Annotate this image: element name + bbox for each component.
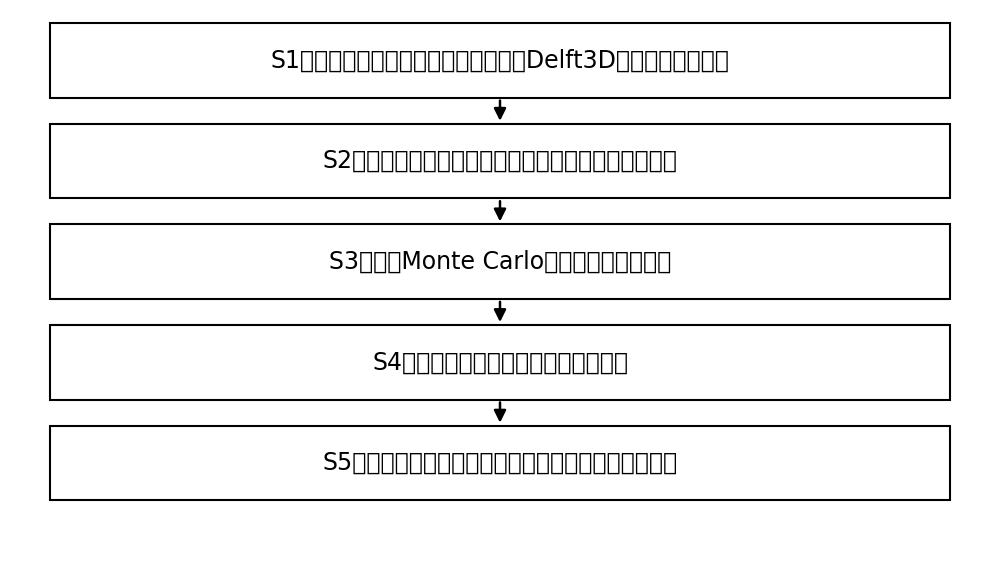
Text: S4：选取合适的台风场模型并进行验证: S4：选取合适的台风场模型并进行验证 bbox=[372, 350, 628, 374]
Bar bbox=[50, 224, 950, 299]
Text: S5：基于典型历史台风的风暴潮模拟并预测极端高水位: S5：基于典型历史台风的风暴潮模拟并预测极端高水位 bbox=[322, 451, 678, 475]
Bar bbox=[50, 124, 950, 198]
Text: S2：建立主要历史台风数据库，罗列风暴潮驱动要素集: S2：建立主要历史台风数据库，罗列风暴潮驱动要素集 bbox=[323, 149, 677, 173]
Bar bbox=[50, 325, 950, 400]
Text: S3：基于Monte Carlo重组风暴潮驱动要素: S3：基于Monte Carlo重组风暴潮驱动要素 bbox=[329, 250, 671, 274]
Text: S1：对区域内收集水文地形资料，建立Delft3D水动力模型并验证: S1：对区域内收集水文地形资料，建立Delft3D水动力模型并验证 bbox=[271, 48, 729, 72]
Bar bbox=[50, 23, 950, 98]
Bar bbox=[50, 426, 950, 500]
